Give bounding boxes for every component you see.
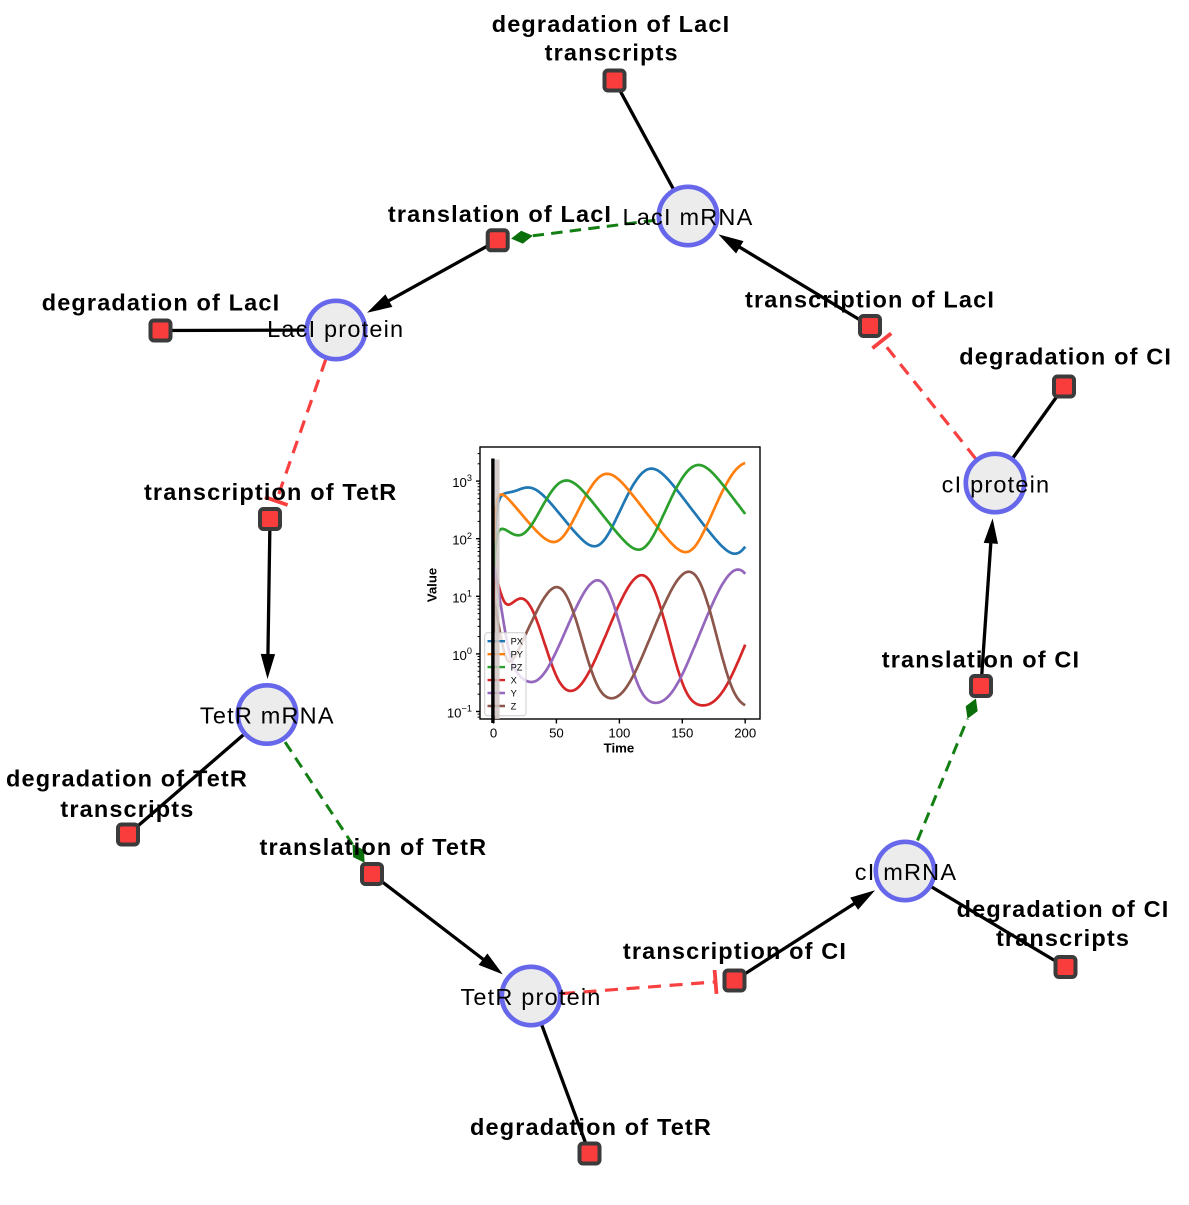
svg-text:transcripts: transcripts: [996, 925, 1130, 951]
svg-text:degradation of TetR: degradation of TetR: [470, 1114, 712, 1140]
svg-text:cI mRNA: cI mRNA: [855, 859, 957, 885]
svg-text:PY: PY: [511, 650, 523, 660]
svg-text:transcription of CI: transcription of CI: [623, 938, 847, 964]
svg-text:PZ: PZ: [511, 662, 523, 672]
svg-text:150: 150: [671, 725, 693, 740]
svg-text:Time: Time: [604, 741, 635, 756]
svg-text:Y: Y: [511, 688, 517, 698]
svg-text:50: 50: [549, 725, 564, 740]
svg-text:degradation of CI: degradation of CI: [959, 344, 1172, 370]
svg-text:TetR mRNA: TetR mRNA: [200, 703, 335, 729]
svg-text:degradation of CI: degradation of CI: [957, 896, 1170, 922]
svg-text:cI protein: cI protein: [942, 472, 1051, 498]
svg-text:200: 200: [734, 725, 756, 740]
svg-text:LacI mRNA: LacI mRNA: [623, 204, 754, 230]
svg-text:LacI protein: LacI protein: [267, 316, 404, 342]
svg-text:transcription of TetR: transcription of TetR: [144, 479, 398, 505]
svg-text:X: X: [511, 675, 517, 685]
svg-text:transcripts: transcripts: [545, 40, 679, 66]
svg-text:translation of TetR: translation of TetR: [260, 834, 488, 860]
svg-text:PX: PX: [511, 637, 523, 647]
svg-text:translation of LacI: translation of LacI: [388, 201, 612, 227]
svg-text:Z: Z: [511, 701, 517, 711]
svg-text:transcripts: transcripts: [60, 796, 194, 822]
svg-text:100: 100: [608, 725, 630, 740]
svg-text:TetR protein: TetR protein: [460, 984, 601, 1010]
svg-text:Value: Value: [424, 568, 439, 602]
svg-text:degradation of TetR: degradation of TetR: [6, 766, 248, 792]
svg-text:0: 0: [490, 725, 497, 740]
svg-text:transcription of LacI: transcription of LacI: [745, 287, 995, 313]
svg-text:translation of CI: translation of CI: [882, 647, 1080, 673]
svg-text:degradation of LacI: degradation of LacI: [492, 11, 731, 37]
svg-text:degradation of LacI: degradation of LacI: [42, 289, 281, 315]
